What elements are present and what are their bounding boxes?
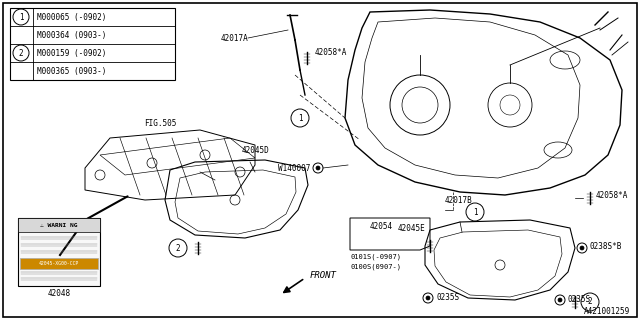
Text: M000159 (-0902): M000159 (-0902)	[37, 49, 106, 58]
Text: M000364 (0903-): M000364 (0903-)	[37, 30, 106, 39]
Circle shape	[426, 296, 430, 300]
Text: A421001259: A421001259	[584, 308, 630, 316]
Text: 0235S: 0235S	[436, 293, 459, 302]
Text: 0100S(0907-): 0100S(0907-)	[350, 264, 401, 270]
Circle shape	[558, 298, 562, 302]
Text: 42045D: 42045D	[241, 146, 269, 155]
Text: 42045E: 42045E	[397, 223, 425, 233]
Text: 42048: 42048	[47, 290, 70, 299]
Circle shape	[580, 246, 584, 250]
Text: 0238S*B: 0238S*B	[590, 242, 622, 251]
Text: 2: 2	[588, 298, 592, 307]
Text: 1: 1	[473, 207, 477, 217]
Text: ⚠ WARNI NG: ⚠ WARNI NG	[40, 222, 77, 228]
Text: 42054: 42054	[370, 222, 393, 231]
Text: M000365 (0903-): M000365 (0903-)	[37, 67, 106, 76]
Text: FIG.505: FIG.505	[144, 119, 176, 128]
Bar	[20, 258, 98, 269]
Text: 2: 2	[19, 49, 23, 58]
Text: 42058*A: 42058*A	[596, 190, 628, 199]
Text: W140007: W140007	[278, 164, 310, 172]
Text: 42045-XG00-CCP: 42045-XG00-CCP	[39, 261, 79, 266]
Text: FRONT: FRONT	[310, 271, 337, 281]
Text: 42017A: 42017A	[220, 34, 248, 43]
Text: 42017B: 42017B	[445, 196, 473, 204]
Text: 2: 2	[176, 244, 180, 252]
Bar	[18, 218, 100, 286]
Text: 0235S: 0235S	[568, 295, 591, 305]
Text: 42058*A: 42058*A	[315, 47, 348, 57]
Text: 1: 1	[298, 114, 302, 123]
Text: 1: 1	[19, 12, 23, 21]
Circle shape	[316, 166, 320, 170]
Text: M000065 (-0902): M000065 (-0902)	[37, 12, 106, 21]
Bar	[18, 218, 100, 232]
Bar	[10, 8, 175, 80]
Text: 0101S(-0907): 0101S(-0907)	[350, 254, 401, 260]
